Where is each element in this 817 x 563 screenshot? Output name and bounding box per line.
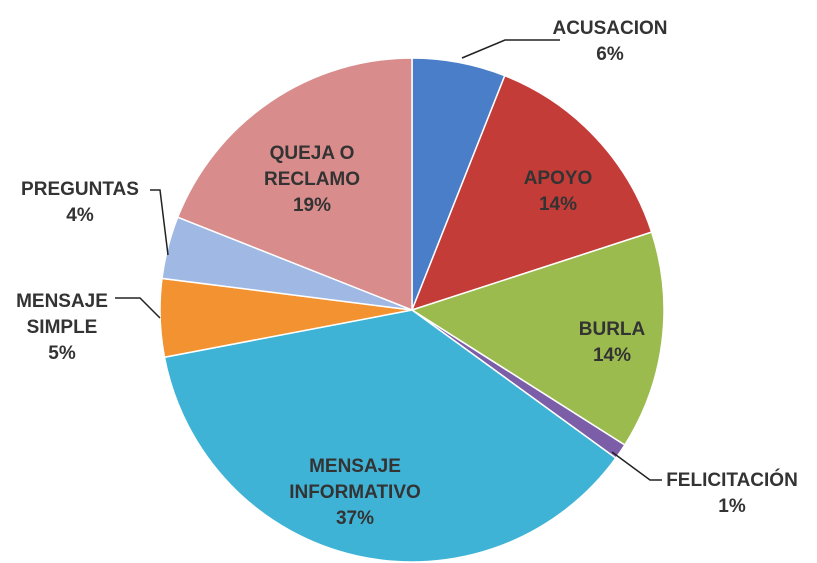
slice-label: QUEJA O RECLAMO 19% <box>247 141 377 219</box>
leader-line <box>611 451 662 481</box>
slice-label: APOYO 14% <box>458 166 658 218</box>
percent: 14% <box>592 345 632 366</box>
pie-slice <box>410 231 665 447</box>
slice-label: BURLA 14% <box>512 317 712 369</box>
leader-line <box>150 189 169 256</box>
slice-label: MENSAJE INFORMATIVO 37% <box>280 454 430 532</box>
percent: 19% <box>292 195 332 216</box>
percent: 5% <box>48 343 76 364</box>
leader-line <box>115 297 161 319</box>
percent: 6% <box>596 44 624 65</box>
category: ACUSACION <box>552 18 668 39</box>
leader-line <box>461 39 560 59</box>
category: MENSAJE SIMPLE <box>16 291 108 338</box>
percent: 14% <box>538 194 578 215</box>
category: APOYO <box>523 168 593 189</box>
slice-label: ACUSACION 6% <box>510 16 710 68</box>
percent: 37% <box>335 508 375 529</box>
percent: 4% <box>66 205 94 226</box>
category: MENSAJE INFORMATIVO <box>289 456 421 503</box>
slice-label: MENSAJE SIMPLE 5% <box>7 289 117 367</box>
category: QUEJA O RECLAMO <box>263 143 361 190</box>
slice-label: FELICITACIÓN 1% <box>632 468 817 520</box>
category: PREGUNTAS <box>21 179 139 200</box>
category: FELICITACIÓN <box>666 470 798 491</box>
pie-slice <box>163 309 617 563</box>
pie-slice <box>176 57 413 312</box>
percent: 1% <box>718 496 746 517</box>
category: BURLA <box>578 319 646 340</box>
slice-label: PREGUNTAS 4% <box>0 177 180 229</box>
